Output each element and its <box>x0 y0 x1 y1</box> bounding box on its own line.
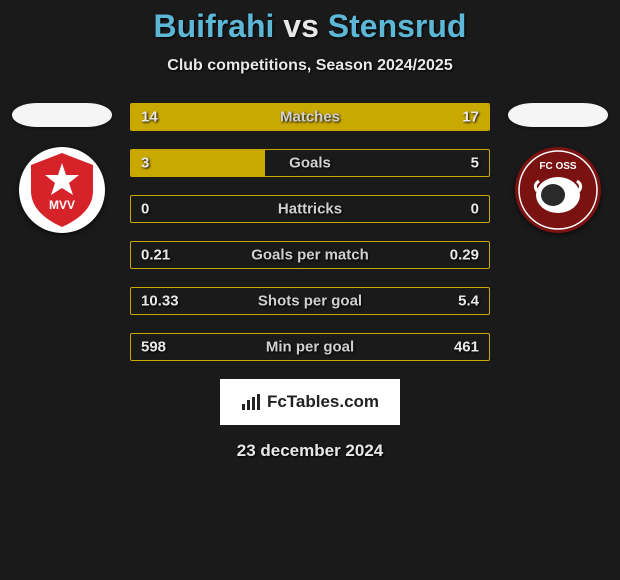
date: 23 december 2024 <box>0 441 620 461</box>
stat-row: 14 Matches 17 <box>130 103 490 131</box>
left-flag <box>12 103 112 127</box>
stat-label: Goals <box>289 155 331 172</box>
right-crest: FC OSS <box>515 147 601 233</box>
comparison-widget: Buifrahi vs Stensrud Club competitions, … <box>0 0 620 580</box>
fcoss-crest-icon: FC OSS <box>515 147 601 233</box>
source-text: FcTables.com <box>267 392 379 412</box>
stat-value-right: 0 <box>471 201 479 218</box>
stat-row: 0.21 Goals per match 0.29 <box>130 241 490 269</box>
svg-text:FC OSS: FC OSS <box>539 161 577 172</box>
vs-text: vs <box>283 8 319 44</box>
stat-value-right: 5 <box>471 155 479 172</box>
stat-value-left: 14 <box>141 109 158 126</box>
stat-label: Matches <box>280 109 340 126</box>
stat-value-left: 10.33 <box>141 293 179 310</box>
stat-value-right: 461 <box>454 339 479 356</box>
stat-label: Min per goal <box>266 339 354 356</box>
stat-value-left: 598 <box>141 339 166 356</box>
stat-fill-left <box>131 150 265 176</box>
stat-label: Hattricks <box>278 201 342 218</box>
stat-value-left: 0.21 <box>141 247 170 264</box>
source-badge[interactable]: FcTables.com <box>220 379 400 425</box>
stat-value-left: 3 <box>141 155 149 172</box>
mvv-crest-icon: MVV <box>19 147 105 233</box>
player1-name: Buifrahi <box>154 8 275 44</box>
stat-value-left: 0 <box>141 201 149 218</box>
stat-row: 3 Goals 5 <box>130 149 490 177</box>
stat-row: 598 Min per goal 461 <box>130 333 490 361</box>
right-side: FC OSS <box>508 103 608 233</box>
right-flag <box>508 103 608 127</box>
player2-name: Stensrud <box>328 8 467 44</box>
stat-row: 0 Hattricks 0 <box>130 195 490 223</box>
svg-text:MVV: MVV <box>49 198 75 212</box>
stat-value-right: 0.29 <box>450 247 479 264</box>
stat-bars: 14 Matches 17 3 Goals 5 0 Hattricks 0 0.21 Goals p… <box>130 103 490 361</box>
stat-value-right: 5.4 <box>458 293 479 310</box>
stat-row: 10.33 Shots per goal 5.4 <box>130 287 490 315</box>
left-side: MVV <box>12 103 112 233</box>
left-crest: MVV <box>19 147 105 233</box>
content-row: MVV 14 Matches 17 3 Goals 5 0 Hattricks 0 0.21 Goa… <box>0 103 620 361</box>
subtitle: Club competitions, Season 2024/2025 <box>0 57 620 75</box>
stat-value-right: 17 <box>462 109 479 126</box>
stat-label: Goals per match <box>251 247 369 264</box>
chart-icon <box>241 394 261 410</box>
title: Buifrahi vs Stensrud <box>0 8 620 45</box>
stat-label: Shots per goal <box>258 293 362 310</box>
